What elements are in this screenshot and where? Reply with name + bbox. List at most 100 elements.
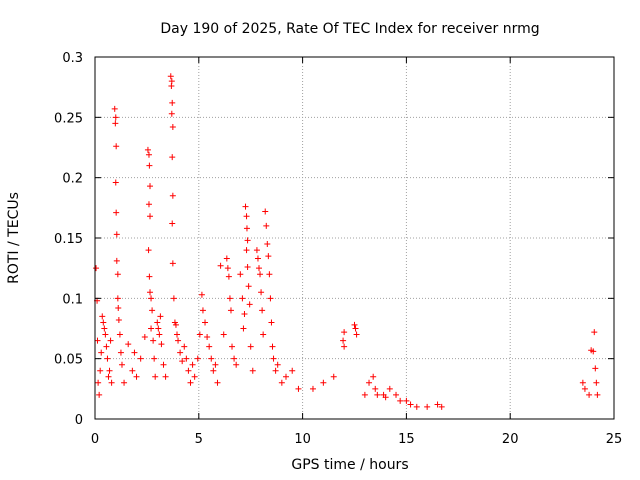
- data-point: [145, 247, 152, 254]
- data-point: [187, 379, 194, 386]
- data-point: [114, 271, 121, 278]
- data-point: [309, 385, 316, 392]
- data-point: [137, 355, 144, 362]
- data-point: [141, 333, 148, 340]
- data-point: [591, 329, 598, 336]
- data-point: [115, 304, 122, 311]
- data-point: [156, 331, 163, 338]
- data-point: [341, 343, 348, 350]
- data-point: [111, 105, 118, 112]
- data-point: [131, 349, 138, 356]
- data-point: [129, 367, 136, 374]
- data-point: [212, 361, 219, 368]
- data-point: [370, 373, 377, 380]
- data-point: [265, 253, 272, 260]
- y-axis-ticks: 0 0.05 0.1 0.15 0.2 0.25 0.3: [54, 51, 614, 428]
- data-point: [169, 260, 176, 267]
- data-point: [169, 99, 176, 106]
- grid-lines: [95, 57, 614, 419]
- data-point: [244, 237, 251, 244]
- data-point: [278, 379, 285, 386]
- data-point: [258, 289, 265, 296]
- data-point: [382, 394, 389, 401]
- y-tick-label: 0.25: [54, 111, 83, 126]
- data-point: [108, 379, 115, 386]
- data-point: [341, 329, 348, 336]
- data-point: [239, 295, 246, 302]
- data-point: [175, 337, 182, 344]
- data-point: [149, 307, 156, 314]
- data-point: [340, 337, 347, 344]
- data-point: [107, 337, 114, 344]
- data-point: [133, 373, 140, 380]
- data-point: [191, 373, 198, 380]
- data-point: [220, 331, 227, 338]
- data-point: [272, 367, 279, 374]
- data-point: [256, 265, 263, 272]
- y-tick-label: 0.05: [54, 353, 83, 368]
- x-tick-label: 20: [502, 432, 519, 447]
- data-point: [145, 151, 152, 158]
- data-point: [158, 341, 165, 348]
- data-point: [102, 331, 109, 338]
- data-point: [112, 120, 119, 127]
- data-point: [267, 295, 274, 302]
- data-point: [98, 349, 105, 356]
- data-point: [118, 361, 125, 368]
- data-point: [243, 213, 250, 220]
- data-point: [264, 241, 271, 248]
- data-point: [198, 291, 205, 298]
- data-point: [403, 397, 410, 404]
- data-point: [97, 367, 104, 374]
- data-point: [282, 373, 289, 380]
- data-point: [353, 331, 360, 338]
- data-point: [237, 271, 244, 278]
- data-point: [581, 385, 588, 392]
- data-point: [112, 114, 119, 121]
- data-point: [95, 379, 102, 386]
- data-point: [223, 255, 230, 262]
- x-tick-label: 25: [606, 432, 623, 447]
- data-point: [270, 355, 277, 362]
- data-point: [148, 325, 155, 332]
- data-point: [150, 337, 157, 344]
- data-point: [113, 209, 120, 216]
- data-point: [253, 247, 260, 254]
- data-point: [144, 146, 151, 153]
- data-point: [229, 343, 236, 350]
- data-point: [579, 379, 586, 386]
- data-point: [194, 355, 201, 362]
- data-point: [351, 321, 358, 328]
- data-point: [592, 365, 599, 372]
- data-point: [93, 265, 100, 272]
- data-point: [96, 391, 103, 398]
- data-point: [225, 273, 232, 280]
- data-point: [169, 192, 176, 199]
- data-point: [147, 289, 154, 296]
- data-point: [330, 373, 337, 380]
- data-point: [113, 143, 120, 150]
- data-point: [263, 222, 270, 229]
- data-point: [157, 313, 164, 320]
- data-point: [101, 325, 108, 332]
- data-point: [361, 391, 368, 398]
- data-point: [434, 401, 441, 408]
- data-point: [154, 319, 161, 326]
- data-point: [295, 385, 302, 392]
- data-point: [424, 403, 431, 410]
- data-point: [206, 343, 213, 350]
- data-point: [172, 321, 179, 328]
- data-point: [105, 373, 112, 380]
- data-point: [274, 361, 281, 368]
- data-point: [169, 154, 176, 161]
- data-point: [204, 333, 211, 340]
- x-axis-ticks: 0 5 10 15 20 25: [91, 57, 622, 447]
- x-tick-label: 10: [294, 432, 311, 447]
- data-point: [260, 331, 267, 338]
- data-point: [374, 391, 381, 398]
- data-point: [393, 391, 400, 398]
- y-tick-label: 0.2: [62, 172, 83, 187]
- data-point: [125, 341, 132, 348]
- data-point: [407, 401, 414, 408]
- chart-title: Day 190 of 2025, Rate Of TEC Index for r…: [160, 21, 539, 37]
